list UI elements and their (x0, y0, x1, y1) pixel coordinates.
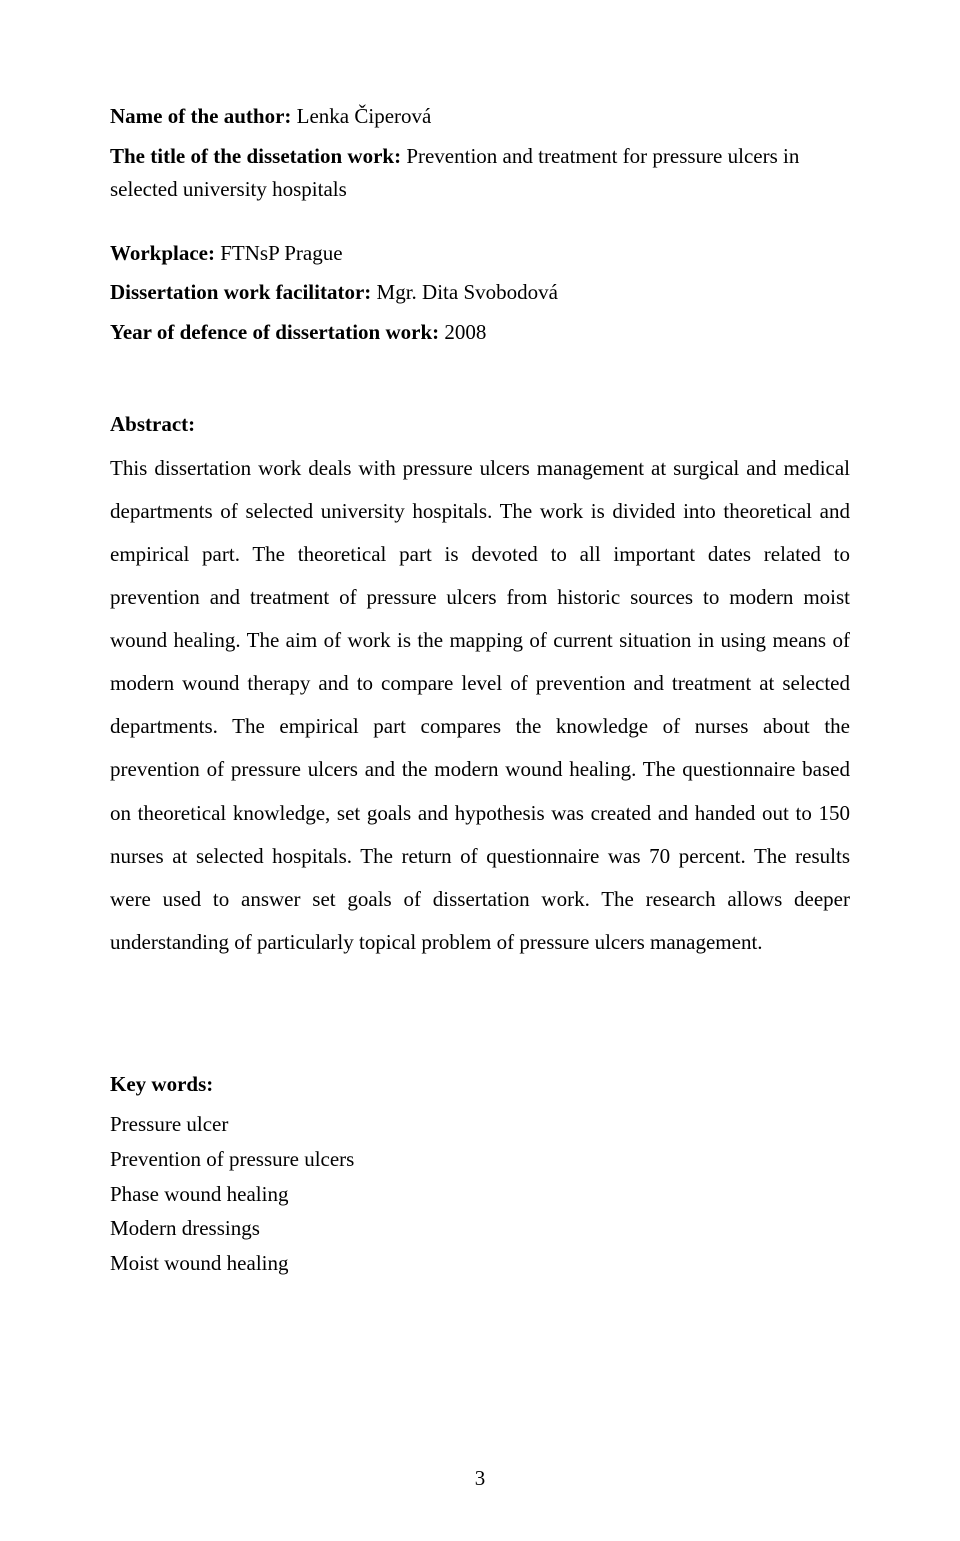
author-line: Name of the author: Lenka Čiperová (110, 100, 850, 134)
spacer (110, 356, 850, 408)
keyword-item: Prevention of pressure ulcers (110, 1142, 850, 1177)
facilitator-value: Mgr. Dita Svobodová (377, 280, 558, 304)
year-value: 2008 (444, 320, 486, 344)
keywords-heading: Key words: (110, 1068, 850, 1102)
keyword-item: Phase wound healing (110, 1177, 850, 1212)
abstract-body: This dissertation work deals with pressu… (110, 447, 850, 964)
keyword-item: Pressure ulcer (110, 1107, 850, 1142)
workplace-line: Workplace: FTNsP Prague (110, 237, 850, 271)
keywords-list: Pressure ulcer Prevention of pressure ul… (110, 1107, 850, 1280)
facilitator-line: Dissertation work facilitator: Mgr. Dita… (110, 276, 850, 310)
year-label: Year of defence of dissertation work: (110, 320, 444, 344)
author-value: Lenka Čiperová (297, 104, 432, 128)
title-label: The title of the dissetation work: (110, 144, 406, 168)
workplace-label: Workplace: (110, 241, 220, 265)
page-number: 3 (0, 1466, 960, 1491)
spacer (110, 213, 850, 237)
spacer (110, 964, 850, 1016)
workplace-value: FTNsP Prague (220, 241, 342, 265)
keyword-item: Modern dressings (110, 1211, 850, 1246)
facilitator-label: Dissertation work facilitator: (110, 280, 377, 304)
abstract-heading: Abstract: (110, 408, 850, 442)
keyword-item: Moist wound healing (110, 1246, 850, 1281)
author-label: Name of the author: (110, 104, 297, 128)
title-line: The title of the dissetation work: Preve… (110, 140, 850, 207)
spacer (110, 1016, 850, 1068)
year-line: Year of defence of dissertation work: 20… (110, 316, 850, 350)
